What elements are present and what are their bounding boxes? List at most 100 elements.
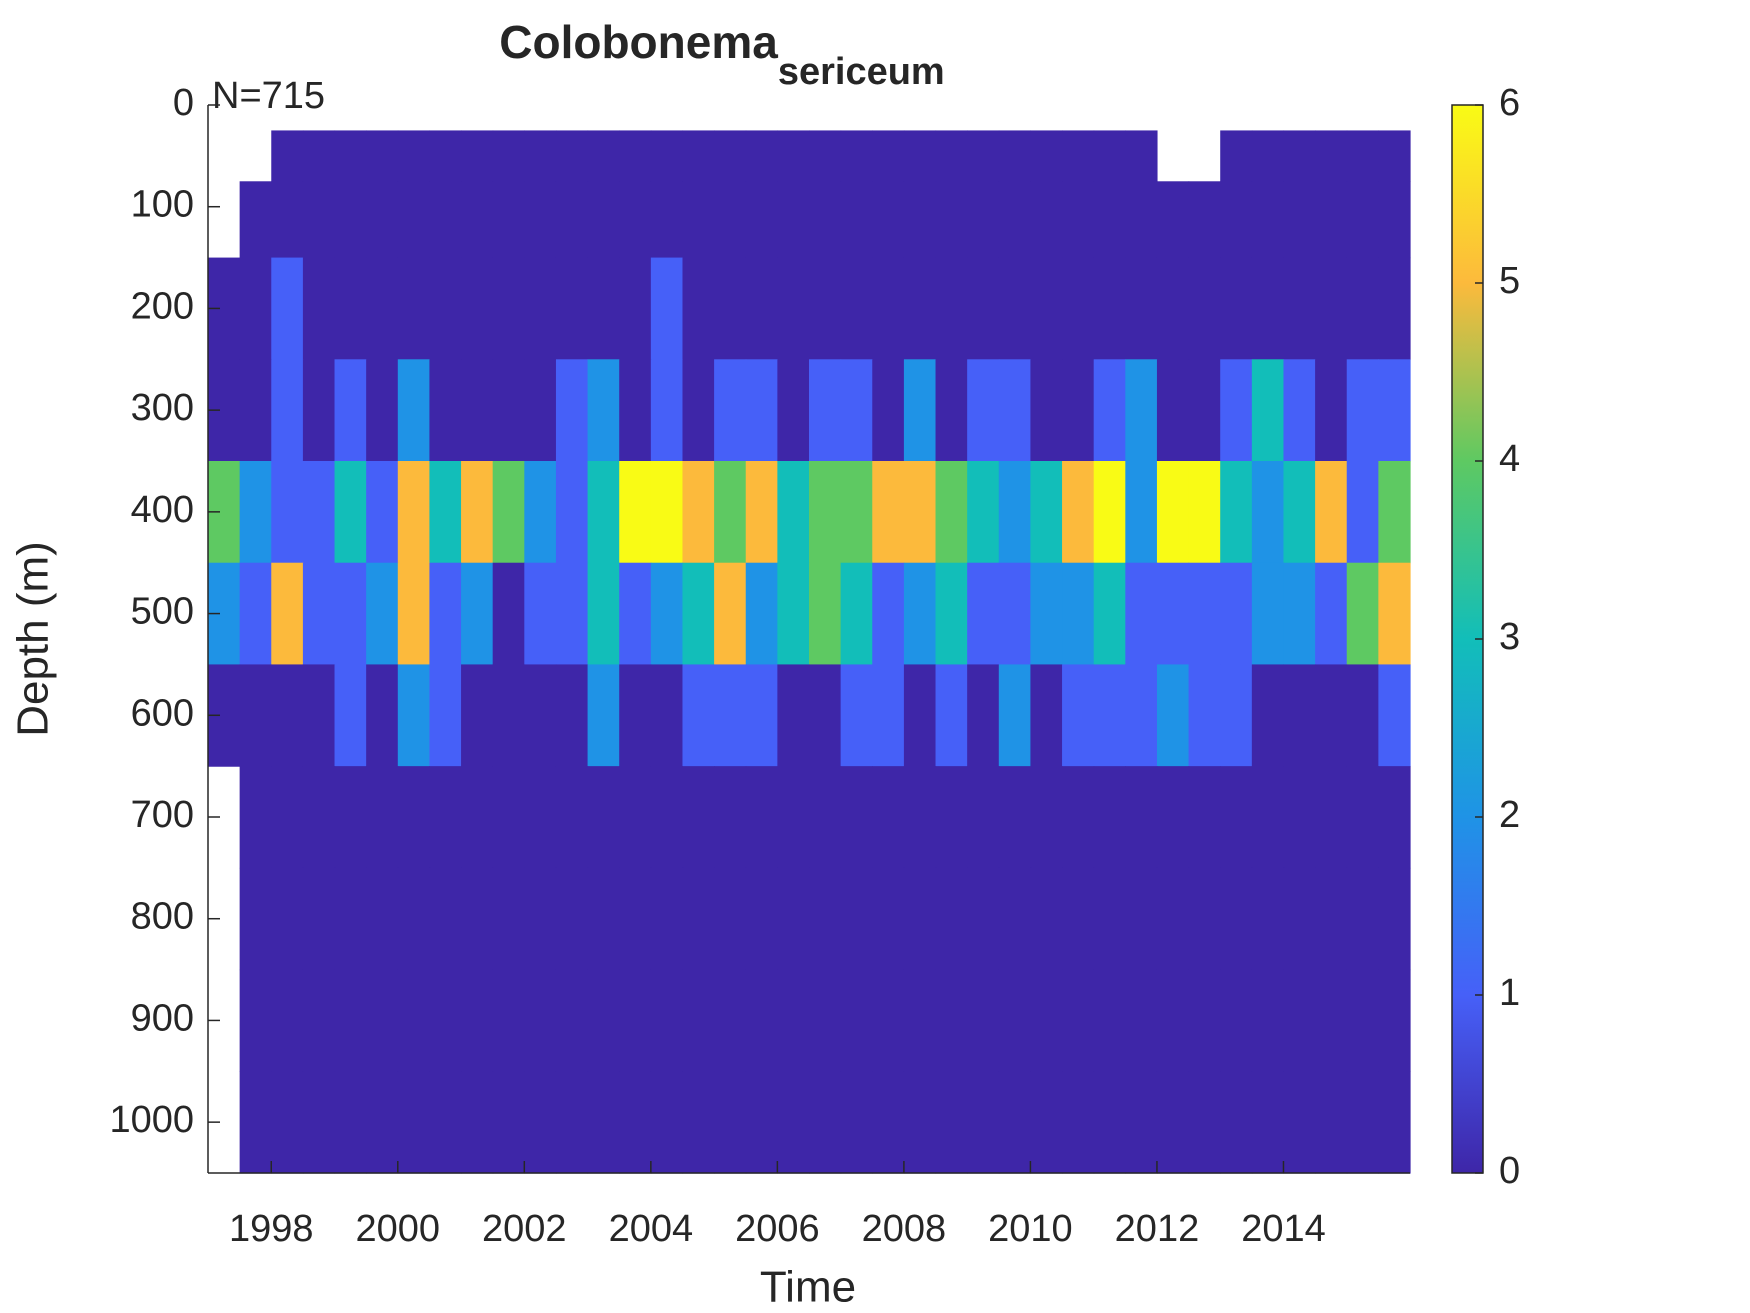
heat-cell <box>1156 969 1190 1072</box>
heat-cell <box>998 359 1032 462</box>
heat-cell <box>682 130 715 182</box>
heat-cell <box>1188 359 1221 462</box>
heat-cell <box>524 562 557 666</box>
heat-cell <box>587 359 620 462</box>
heat-cell <box>903 766 937 869</box>
chart-title: Colobonemasericeum <box>499 16 944 93</box>
heat-cell <box>555 766 589 869</box>
heat-cell <box>461 969 494 1072</box>
heat-cell <box>1062 867 1095 971</box>
heat-cell <box>872 969 905 1072</box>
heat-cell <box>1188 257 1221 360</box>
heat-cell <box>397 664 431 767</box>
heat-cell <box>745 130 778 182</box>
y-tick-label: 700 <box>131 794 194 836</box>
title-subscript: sericeum <box>778 51 945 93</box>
heat-cell <box>334 359 367 462</box>
heat-cell <box>302 359 336 462</box>
heat-cell <box>524 359 557 462</box>
heat-cell <box>1062 664 1095 767</box>
heat-cell <box>1220 1071 1253 1174</box>
heat-cell <box>745 867 778 971</box>
heat-cell <box>334 257 367 360</box>
heat-cell <box>650 664 684 767</box>
heat-cell <box>334 766 367 869</box>
heat-cell <box>1062 130 1095 182</box>
heat-cell <box>397 562 431 666</box>
heat-cell <box>302 461 336 564</box>
heat-cell <box>619 562 652 666</box>
colorbar-tick-label: 1 <box>1499 972 1520 1014</box>
heat-cell <box>587 562 620 666</box>
heat-cell <box>1251 969 1285 1072</box>
heat-cell <box>935 562 968 666</box>
heat-cell <box>429 130 462 182</box>
heat-cell <box>650 181 684 259</box>
heat-cell <box>271 461 304 564</box>
heat-cell <box>967 562 1000 666</box>
heat-cell <box>967 257 1000 360</box>
heat-cell <box>872 766 905 869</box>
heat-cell <box>1030 181 1063 259</box>
heat-cell <box>650 969 684 1072</box>
heat-cell <box>461 461 494 564</box>
heat-cell <box>1062 766 1095 869</box>
heat-cell <box>998 766 1032 869</box>
heat-cell <box>903 461 937 564</box>
heat-cell <box>1093 969 1126 1072</box>
heat-cell <box>1346 181 1379 259</box>
heat-cell <box>903 130 937 182</box>
heat-cell <box>1378 1071 1411 1174</box>
heat-cell <box>1251 1071 1285 1174</box>
heat-cell <box>1030 766 1063 869</box>
heat-cell <box>366 130 399 182</box>
y-tick-label: 400 <box>131 489 194 531</box>
heat-cell <box>619 257 652 360</box>
heat-cell <box>998 181 1032 259</box>
heat-cell <box>998 562 1032 666</box>
heat-cell <box>397 969 431 1072</box>
heat-cell <box>524 257 557 360</box>
heat-cell <box>619 1071 652 1174</box>
heat-cell <box>777 969 810 1072</box>
heat-cell <box>840 130 873 182</box>
heat-cell <box>1251 359 1285 462</box>
heat-cell <box>302 181 336 259</box>
heat-cell <box>1030 867 1063 971</box>
heat-cell <box>302 969 336 1072</box>
heat-cell <box>745 359 778 462</box>
heat-cell <box>366 664 399 767</box>
heat-cell <box>745 257 778 360</box>
heat-cell <box>809 766 842 869</box>
heat-cell <box>998 969 1032 1072</box>
heat-cell <box>903 664 937 767</box>
heat-cell <box>1346 130 1379 182</box>
heat-cell <box>461 257 494 360</box>
heat-cell <box>809 461 842 564</box>
heat-cell <box>1156 257 1190 360</box>
heat-cell <box>239 867 272 971</box>
heat-cell <box>461 664 494 767</box>
heat-cell <box>935 969 968 1072</box>
heat-cell <box>555 867 589 971</box>
heat-cell <box>1251 562 1285 666</box>
heat-cell <box>429 181 462 259</box>
heat-cell <box>714 562 747 666</box>
heat-cell <box>1125 257 1158 360</box>
heat-cell <box>397 1071 431 1174</box>
heat-cell <box>650 257 684 360</box>
heat-cell <box>1125 1071 1158 1174</box>
heat-cell <box>366 766 399 869</box>
heat-cell <box>271 359 304 462</box>
heat-cell <box>967 1071 1000 1174</box>
heat-cell <box>1093 867 1126 971</box>
heat-cell <box>777 664 810 767</box>
y-tick-label: 0 <box>173 82 194 124</box>
heat-cell <box>619 130 652 182</box>
heat-cell <box>903 1071 937 1174</box>
heat-cell <box>840 867 873 971</box>
colorbar-tick-label: 4 <box>1499 438 1520 480</box>
heat-cell <box>271 969 304 1072</box>
heat-cell <box>492 257 525 360</box>
